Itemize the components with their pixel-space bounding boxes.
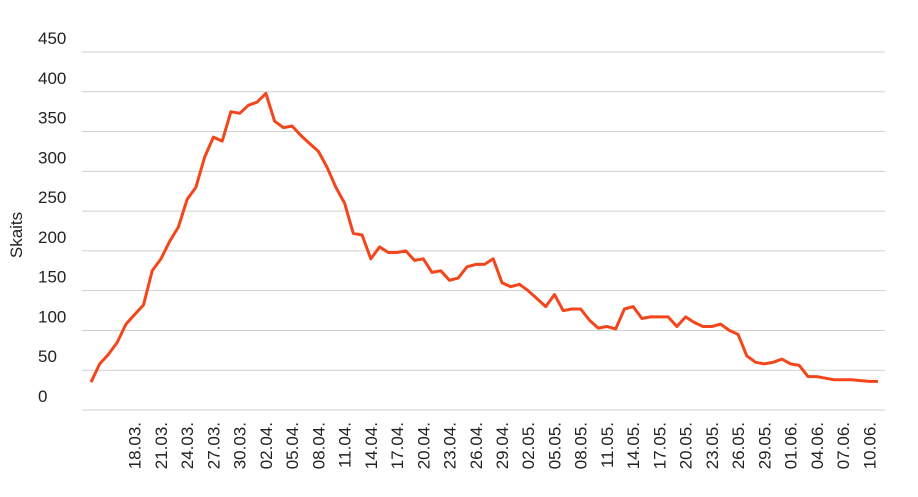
x-tick-label: 11.04. <box>336 422 355 468</box>
x-tick-label: 05.04. <box>283 422 302 469</box>
y-tick-label: 100 <box>38 307 66 326</box>
y-tick-label: 200 <box>38 228 66 247</box>
y-tick-label: 350 <box>38 109 66 128</box>
x-tick-label: 02.05. <box>519 422 538 469</box>
x-tick-label: 17.05. <box>650 422 669 469</box>
x-tick-label: 14.04. <box>362 422 381 469</box>
y-tick-label: 0 <box>38 387 47 406</box>
x-tick-label: 20.05. <box>677 422 696 469</box>
x-tick-label: 24.03. <box>178 422 197 469</box>
x-tick-label: 29.05. <box>755 422 774 469</box>
x-tick-label: 05.05. <box>545 422 564 469</box>
x-tick-label: 04.06. <box>808 422 827 469</box>
x-tick-label: 18.03. <box>126 422 145 469</box>
x-tick-label: 23.04. <box>441 422 460 469</box>
x-tick-label: 01.06. <box>782 422 801 469</box>
x-tick-label: 11.05. <box>598 422 617 468</box>
data-line <box>89 91 878 383</box>
x-tick-label: 26.05. <box>729 422 748 469</box>
y-tick-label: 400 <box>38 69 66 88</box>
x-tick-label: 21.03. <box>152 422 171 469</box>
y-tick-label: 300 <box>38 148 66 167</box>
x-tick-label: 30.03. <box>231 422 250 469</box>
y-tick-label: 250 <box>38 188 66 207</box>
x-tick-label: 27.03. <box>204 422 223 469</box>
x-tick-label: 02.04. <box>257 422 276 469</box>
x-tick-label: 08.04. <box>309 422 328 469</box>
x-tick-label: 07.06. <box>834 422 853 469</box>
y-axis-label: Skaits <box>7 212 26 258</box>
x-tick-label: 10.06. <box>860 422 879 469</box>
x-tick-label: 29.04. <box>493 422 512 469</box>
x-tick-label: 20.04. <box>414 422 433 469</box>
x-tick-label: 23.05. <box>703 422 722 469</box>
y-tick-label: 150 <box>38 268 66 287</box>
x-tick-label: 17.04. <box>388 422 407 469</box>
x-tick-label: 14.05. <box>624 422 643 469</box>
y-tick-label: 50 <box>38 347 57 366</box>
x-tick-label: 26.04. <box>467 422 486 469</box>
x-tick-label: 08.05. <box>572 422 591 469</box>
y-tick-label: 450 <box>38 29 66 48</box>
